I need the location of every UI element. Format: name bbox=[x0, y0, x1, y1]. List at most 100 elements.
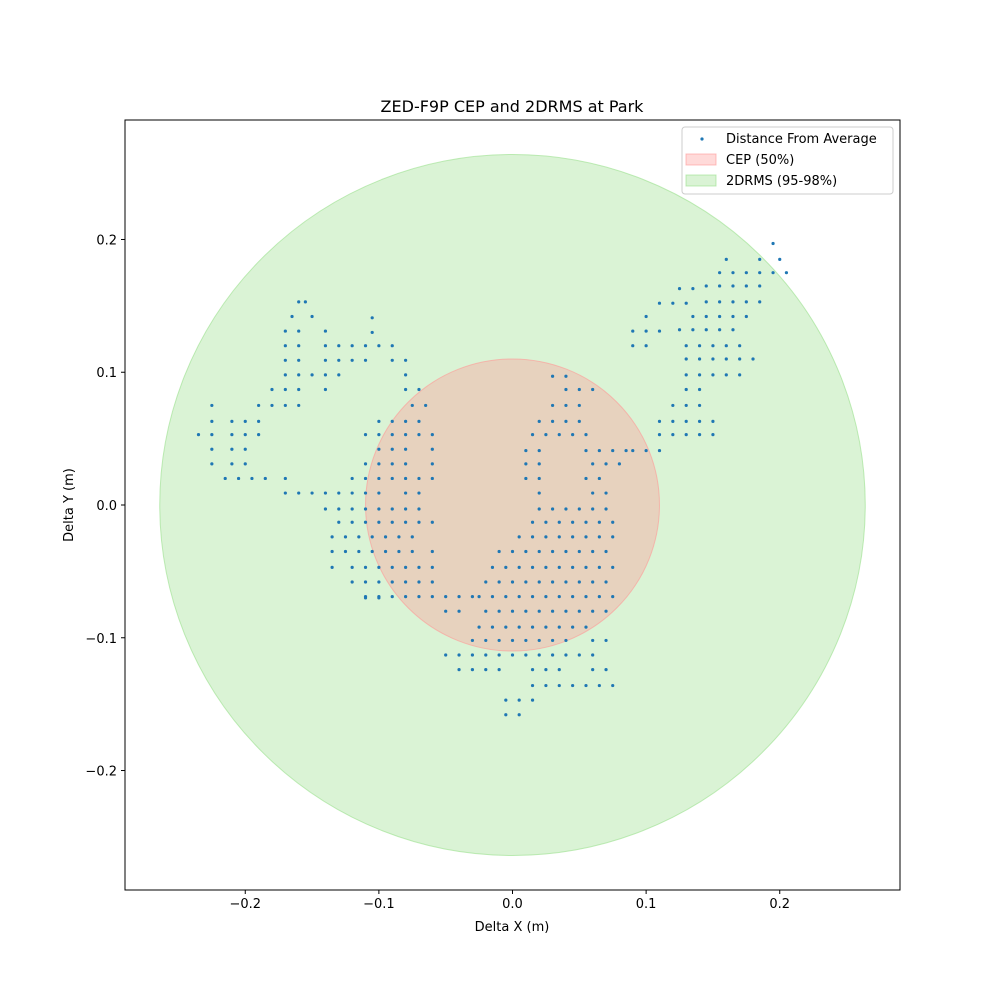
data-point bbox=[230, 419, 234, 423]
data-point bbox=[524, 638, 528, 643]
data-point bbox=[517, 698, 521, 702]
data-point bbox=[611, 520, 615, 524]
data-point bbox=[504, 565, 508, 569]
data-point bbox=[330, 549, 334, 554]
data-point bbox=[337, 344, 341, 348]
data-point bbox=[390, 520, 394, 524]
data-point bbox=[550, 638, 555, 643]
data-point bbox=[424, 403, 428, 408]
data-point bbox=[243, 419, 247, 423]
data-point bbox=[343, 535, 348, 539]
data-point bbox=[297, 491, 301, 495]
data-point bbox=[490, 625, 495, 629]
data-point bbox=[323, 329, 328, 333]
data-point bbox=[758, 284, 762, 288]
data-point bbox=[537, 609, 541, 613]
data-point bbox=[704, 328, 708, 332]
data-point bbox=[577, 507, 581, 511]
data-point bbox=[697, 373, 702, 377]
legend-points-marker bbox=[700, 137, 704, 141]
data-point bbox=[230, 462, 234, 466]
data-point bbox=[390, 447, 394, 451]
data-point bbox=[530, 433, 535, 437]
data-point bbox=[584, 535, 588, 539]
data-point bbox=[297, 387, 301, 392]
data-point bbox=[243, 462, 247, 466]
legend: Distance From Average CEP (50%) 2DRMS (9… bbox=[681, 126, 894, 195]
data-point bbox=[404, 595, 408, 599]
data-point bbox=[444, 653, 448, 657]
data-point bbox=[711, 344, 715, 348]
data-point bbox=[470, 595, 475, 599]
data-point bbox=[404, 387, 408, 392]
data-point bbox=[697, 433, 702, 437]
y-tick-label: −0.2 bbox=[85, 765, 117, 780]
data-point bbox=[350, 580, 354, 584]
data-point bbox=[517, 535, 521, 539]
data-point bbox=[370, 549, 374, 554]
data-point bbox=[257, 419, 261, 423]
data-point bbox=[597, 535, 601, 539]
data-point bbox=[577, 419, 581, 423]
data-point bbox=[283, 387, 287, 392]
data-point bbox=[550, 609, 555, 613]
legend-cep-label: CEP (50%) bbox=[726, 153, 794, 168]
data-point bbox=[644, 448, 648, 453]
legend-points-label: Distance From Average bbox=[726, 132, 877, 147]
legend-item-drms: 2DRMS (95-98%) bbox=[685, 174, 837, 189]
data-point bbox=[470, 653, 475, 657]
axes-background bbox=[125, 120, 900, 890]
data-point bbox=[530, 595, 535, 599]
x-tick-label: 0.1 bbox=[636, 897, 657, 912]
data-point bbox=[604, 638, 608, 643]
data-point bbox=[457, 595, 461, 599]
data-point bbox=[544, 535, 548, 539]
data-point bbox=[577, 387, 581, 392]
data-point bbox=[323, 387, 328, 392]
data-point bbox=[404, 462, 408, 466]
data-point bbox=[377, 447, 381, 451]
data-point bbox=[417, 580, 421, 584]
x-tick-label: −0.1 bbox=[363, 897, 395, 912]
data-point bbox=[517, 625, 521, 629]
data-point bbox=[744, 300, 748, 304]
data-point bbox=[390, 433, 394, 437]
data-point bbox=[223, 476, 227, 481]
data-point bbox=[537, 462, 541, 466]
data-point bbox=[697, 403, 702, 408]
data-point bbox=[657, 329, 662, 333]
data-point bbox=[584, 565, 588, 569]
legend-drms-label: 2DRMS (95-98%) bbox=[726, 174, 837, 189]
data-point bbox=[390, 419, 394, 423]
data-point bbox=[557, 683, 561, 688]
data-point bbox=[771, 241, 775, 246]
data-point bbox=[404, 520, 408, 524]
data-point bbox=[744, 271, 748, 275]
data-point bbox=[591, 387, 595, 392]
data-point bbox=[738, 357, 742, 361]
data-point bbox=[731, 314, 735, 319]
data-point bbox=[758, 300, 762, 304]
data-point bbox=[350, 491, 354, 495]
data-point bbox=[477, 595, 481, 599]
data-point bbox=[591, 668, 595, 672]
data-point bbox=[323, 373, 328, 377]
data-point bbox=[417, 520, 421, 524]
data-point bbox=[377, 462, 381, 466]
legend-item-cep: CEP (50%) bbox=[685, 153, 794, 168]
data-point bbox=[657, 301, 662, 305]
data-point bbox=[470, 638, 475, 643]
data-point bbox=[724, 357, 728, 361]
data-point bbox=[210, 462, 214, 466]
data-point bbox=[697, 387, 702, 392]
data-point bbox=[751, 357, 755, 361]
data-point bbox=[537, 580, 541, 584]
data-point bbox=[417, 433, 421, 437]
data-point bbox=[477, 625, 481, 629]
data-point bbox=[283, 329, 287, 333]
data-point bbox=[490, 565, 495, 569]
data-point bbox=[310, 373, 314, 377]
data-point bbox=[671, 433, 675, 437]
data-point bbox=[377, 596, 381, 600]
legend-cep-swatch bbox=[685, 153, 717, 166]
